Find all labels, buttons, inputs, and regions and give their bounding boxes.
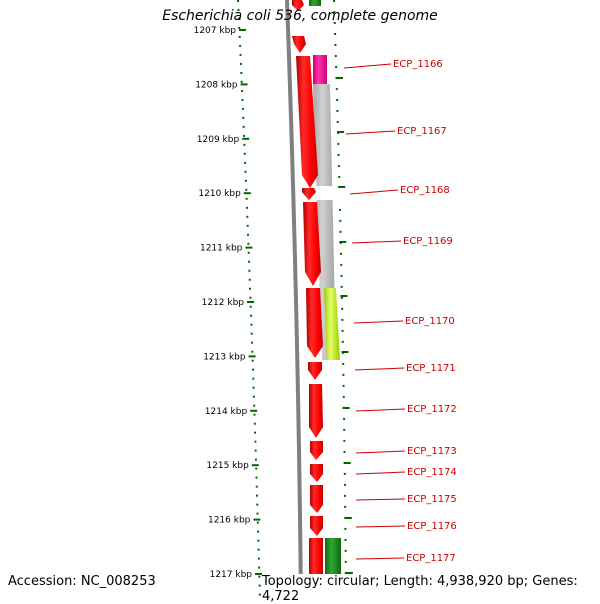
cds-arrow [292, 0, 304, 11]
cds-arrow [308, 362, 322, 380]
gene-leader-line [343, 63, 392, 69]
gene-label[interactable]: ECP_1171 [406, 363, 456, 374]
scale-tick-label: 1210 kbp [198, 189, 241, 199]
gene-leader-line [355, 557, 405, 560]
gene-label[interactable]: ECP_1175 [407, 494, 457, 505]
inner-ticks [336, 77, 353, 574]
gene-label[interactable]: ECP_1172 [407, 404, 457, 415]
feature-block-yellowgreen [324, 288, 340, 360]
gene-label[interactable]: ECP_1177 [406, 553, 456, 564]
scale-ticks: 1207 kbp 1208 kbp 1209 kbp 1210 kbp 1211 kbp… [194, 26, 262, 580]
cds-arrow [306, 288, 323, 358]
scale-tick-label: 1209 kbp [197, 135, 240, 145]
cds-arrow [310, 464, 323, 482]
scale-tick-label: 1217 kbp [210, 570, 253, 580]
gene-leader-line [355, 471, 406, 475]
gene-leader-line [349, 189, 399, 195]
scale-tick-label: 1214 kbp [205, 407, 248, 417]
gene-leader-line [354, 367, 405, 371]
gene-label[interactable]: ECP_1166 [393, 59, 443, 70]
scale-tick-label: 1216 kbp [208, 516, 251, 526]
gene-leader-line [351, 240, 402, 244]
gene-leader-line [355, 525, 406, 528]
scale-tick-label: 1215 kbp [206, 461, 249, 471]
gene-leader-line [345, 130, 396, 135]
map-title: Escherichia coli 536, complete genome [162, 8, 438, 24]
cds-arrow [292, 36, 306, 53]
feature-block-green-top [309, 0, 321, 6]
scale-tick-label: 1211 kbp [200, 244, 243, 254]
scale-tick-label: 1208 kbp [195, 80, 238, 90]
accession-text: Accession: NC_008253 [8, 574, 156, 589]
gene-label[interactable]: ECP_1167 [397, 126, 447, 137]
band-gap [312, 186, 342, 200]
scale-tick-label: 1213 kbp [203, 352, 246, 362]
gene-labels: ECP_1166 ECP_1167 ECP_1168 ECP_1169 ECP_1170… [343, 59, 457, 564]
scale-tick-label: 1212 kbp [202, 298, 245, 308]
gene-label[interactable]: ECP_1174 [407, 467, 457, 478]
cds-arrow [296, 56, 318, 188]
gene-label[interactable]: ECP_1169 [403, 236, 453, 247]
gene-leader-line [355, 498, 406, 501]
backbone-ring [285, 0, 303, 600]
gene-leader-line [355, 408, 406, 412]
topology-text: Topology: circular; Length: 4,938,920 bp… [262, 574, 600, 604]
cds-arrow [310, 441, 323, 460]
cds-arrow [303, 202, 321, 286]
gene-leader-line [355, 450, 406, 454]
cds-arrow [302, 188, 316, 200]
scale-tick-label: 1207 kbp [194, 26, 237, 36]
gene-leader-line [353, 320, 404, 324]
gene-label[interactable]: ECP_1168 [400, 185, 450, 196]
feature-block-magenta [313, 55, 327, 84]
cds-arrow [310, 485, 323, 513]
gene-label[interactable]: ECP_1170 [405, 316, 455, 327]
gene-label[interactable]: ECP_1173 [407, 446, 457, 457]
cds-arrow [310, 516, 323, 536]
gene-label[interactable]: ECP_1176 [407, 521, 457, 532]
cds-arrow [309, 384, 323, 438]
